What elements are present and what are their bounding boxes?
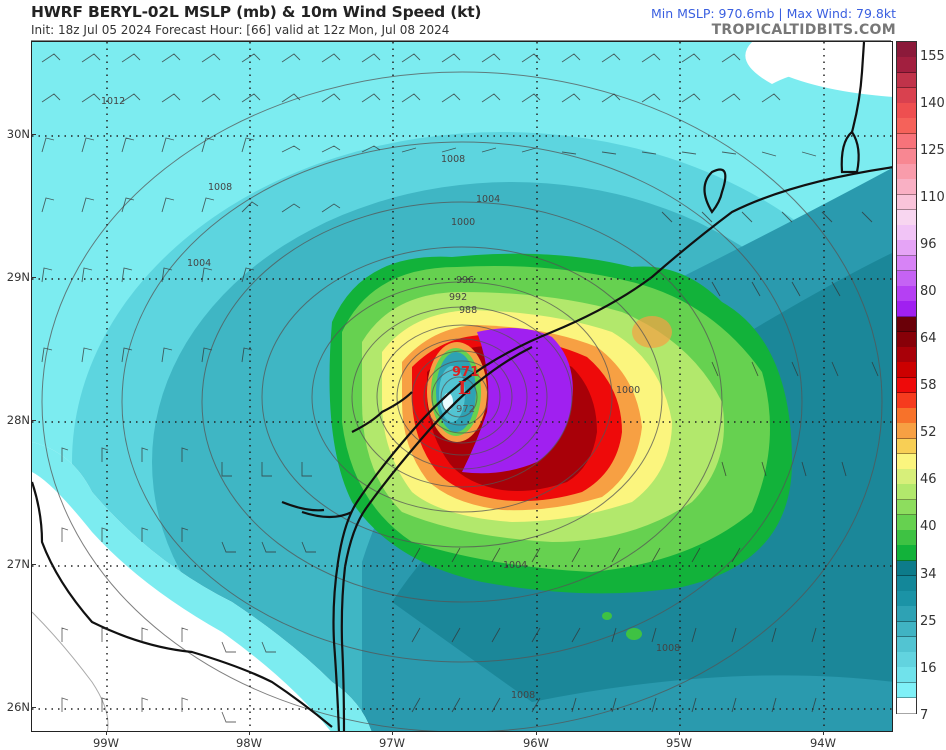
colorbar-segment bbox=[897, 255, 916, 272]
colorbar-segment bbox=[897, 621, 916, 638]
colorbar-segment bbox=[897, 545, 916, 561]
colorbar-segment bbox=[897, 499, 916, 516]
colorbar-label: 16 bbox=[920, 661, 937, 676]
colorbar-segment bbox=[897, 392, 916, 409]
x-tick-label: 95W bbox=[665, 731, 693, 750]
colorbar-segment bbox=[897, 606, 916, 622]
colorbar-label: 52 bbox=[920, 425, 937, 440]
colorbar-label: 58 bbox=[920, 378, 937, 393]
colorbar-label: 34 bbox=[920, 567, 937, 582]
colorbar-segment bbox=[897, 530, 916, 546]
x-tick-label: 97W bbox=[378, 731, 406, 750]
inner-contour-label: 972 bbox=[456, 404, 476, 415]
colorbar-segment bbox=[897, 636, 916, 653]
colorbar-segment bbox=[897, 682, 916, 699]
colorbar-segment bbox=[897, 591, 916, 607]
colorbar-segment bbox=[897, 697, 916, 714]
x-tick-label: 98W bbox=[235, 731, 263, 750]
colorbar-segment bbox=[897, 148, 916, 165]
colorbar-segment bbox=[897, 209, 916, 226]
colorbar-label: 96 bbox=[920, 237, 937, 252]
colorbar-segment bbox=[897, 652, 916, 668]
colorbar-segment bbox=[897, 514, 916, 531]
colorbar-segment bbox=[897, 438, 916, 455]
colorbar-segment bbox=[897, 453, 916, 470]
colorbar-segment bbox=[897, 347, 916, 363]
colorbar-segment bbox=[897, 87, 916, 104]
colorbar-segment bbox=[897, 42, 916, 58]
y-tick-label: 27N bbox=[0, 557, 36, 571]
colorbar-label: 110 bbox=[920, 190, 945, 205]
center-pressure-label: 971 bbox=[452, 365, 480, 380]
colorbar-segment bbox=[897, 377, 916, 394]
colorbar-segment bbox=[897, 301, 916, 317]
colorbar-segment bbox=[897, 133, 916, 150]
map-canvas bbox=[32, 42, 892, 731]
chart-title: HWRF BERYL-02L MSLP (mb) & 10m Wind Spee… bbox=[31, 3, 482, 21]
colorbar-label: 125 bbox=[920, 143, 945, 158]
wind-speed-colorbar bbox=[896, 41, 917, 714]
colorbar-segment bbox=[897, 103, 916, 119]
colorbar-segment bbox=[897, 118, 916, 134]
low-pressure-symbol: L bbox=[458, 378, 471, 399]
colorbar-label: 40 bbox=[920, 519, 937, 534]
y-tick-label: 28N bbox=[0, 413, 36, 427]
colorbar-segment bbox=[897, 240, 916, 256]
map-panel: 1012 1008 1008 1004 1004 1000 996 992 988 1000 100… bbox=[31, 41, 893, 732]
chart-subtitle: Init: 18z Jul 05 2024 Forecast Hour: [66… bbox=[31, 23, 450, 37]
header-divider bbox=[31, 40, 891, 41]
colorbar-label: 80 bbox=[920, 284, 937, 299]
colorbar-segment bbox=[897, 667, 916, 683]
storm-stats: Min MSLP: 970.6mb | Max Wind: 79.8kt bbox=[650, 6, 896, 21]
colorbar-label: 46 bbox=[920, 472, 937, 487]
colorbar-segment bbox=[897, 560, 916, 577]
colorbar-segment bbox=[897, 270, 916, 287]
x-tick-label: 99W bbox=[92, 731, 120, 750]
colorbar-segment bbox=[897, 423, 916, 439]
colorbar-segment bbox=[897, 575, 916, 592]
colorbar-segment bbox=[897, 225, 916, 241]
colorbar-segment bbox=[897, 316, 916, 333]
colorbar-segment bbox=[897, 362, 916, 378]
colorbar-label: 25 bbox=[920, 614, 937, 629]
x-tick-label: 96W bbox=[522, 731, 550, 750]
y-tick-label: 30N bbox=[0, 127, 36, 141]
colorbar-segment bbox=[897, 164, 916, 180]
x-tick-label: 94W bbox=[809, 731, 837, 750]
colorbar-label: 155 bbox=[920, 49, 945, 64]
colorbar-segment bbox=[897, 286, 916, 302]
colorbar-label: 64 bbox=[920, 331, 937, 346]
colorbar-segment bbox=[897, 72, 916, 89]
colorbar-segment bbox=[897, 408, 916, 424]
colorbar-label: 7 bbox=[920, 708, 929, 723]
brand-watermark: TROPICALTIDBITS.COM bbox=[711, 22, 896, 38]
colorbar-segment bbox=[897, 484, 916, 500]
y-tick-label: 26N bbox=[0, 700, 36, 714]
colorbar-segment bbox=[897, 194, 916, 211]
y-tick-label: 29N bbox=[0, 270, 36, 284]
colorbar-segment bbox=[897, 57, 916, 73]
colorbar-segment bbox=[897, 179, 916, 195]
colorbar-segment bbox=[897, 331, 916, 348]
colorbar-label: 140 bbox=[920, 96, 945, 111]
colorbar-segment bbox=[897, 469, 916, 485]
